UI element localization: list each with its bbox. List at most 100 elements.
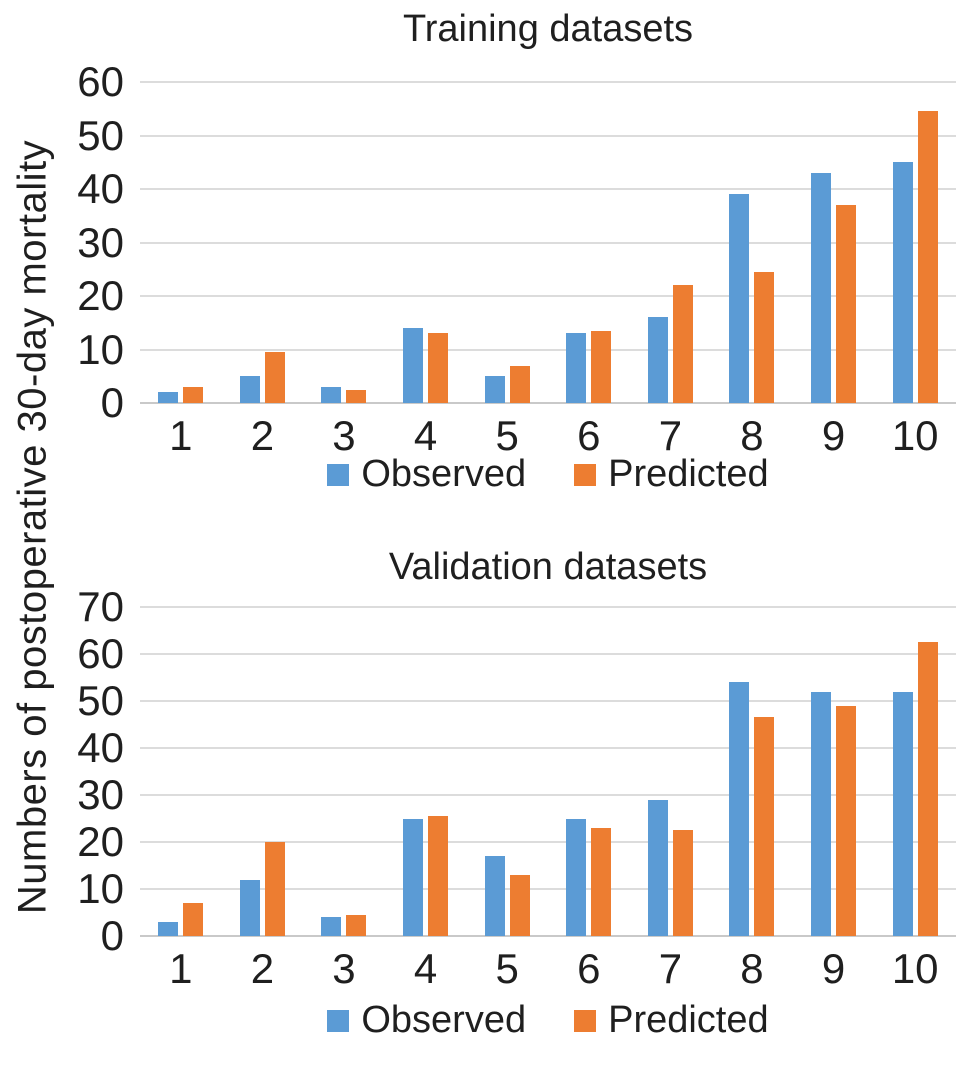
bar-observed <box>566 818 587 936</box>
bar-predicted <box>591 827 612 936</box>
bar-observed <box>892 162 913 403</box>
bar-predicted <box>754 271 775 403</box>
x-tick-label: 5 <box>495 945 519 992</box>
bar-group <box>711 82 793 403</box>
bar-group <box>466 607 548 936</box>
validation-chart-legend: Observed Predicted <box>140 998 956 1044</box>
y-tick-label: 0 <box>100 379 124 426</box>
training-chart-plot: 0 10 20 30 40 50 60 1 2 3 4 5 6 7 8 9 10 <box>77 61 956 457</box>
bar-observed <box>158 392 179 403</box>
bar-group <box>793 607 875 936</box>
bar-observed <box>403 328 424 403</box>
y-tick-label: 70 <box>77 583 124 630</box>
legend-label: Observed <box>361 999 527 1041</box>
gridline <box>140 134 956 137</box>
gridline <box>140 794 956 796</box>
x-tick-label: 4 <box>413 412 438 459</box>
y-axis-label: Numbers of postoperative 30-day mortalit… <box>10 139 55 915</box>
bar-group <box>874 82 956 403</box>
bar-group <box>140 82 222 403</box>
bar-predicted <box>346 389 367 403</box>
bar-group <box>303 607 385 936</box>
x-tick-label: 1 <box>169 412 193 459</box>
bar-predicted <box>672 285 693 403</box>
gridline <box>140 935 956 937</box>
bar-observed <box>403 818 424 936</box>
y-tick-label: 60 <box>77 58 124 105</box>
chart-title-training: Training datasets <box>402 8 694 50</box>
x-tick-label: 8 <box>740 412 764 459</box>
gridline <box>140 295 956 297</box>
gridline <box>140 841 956 843</box>
y-tick-label: 30 <box>77 218 124 266</box>
bar-predicted <box>428 816 449 936</box>
bar-observed <box>158 921 179 936</box>
x-tick-label: 9 <box>821 945 846 992</box>
bar-observed <box>321 386 342 403</box>
x-tick-label: 10 <box>891 945 939 992</box>
bar-group <box>466 82 548 403</box>
bar-group <box>222 607 304 936</box>
gridline <box>140 888 956 890</box>
gridline <box>140 402 956 404</box>
legend-item-predicted: Predicted <box>574 998 769 1044</box>
validation-chart-plot: 0 10 20 30 40 50 60 70 1 2 3 4 5 6 7 8 9 10 <box>77 586 956 990</box>
x-tick-label: 5 <box>495 412 519 459</box>
bar-group <box>711 607 793 936</box>
bar-predicted <box>428 333 449 403</box>
bar-predicted <box>509 874 530 936</box>
bar-predicted <box>264 352 285 403</box>
bar-predicted <box>917 642 938 936</box>
x-tick-label: 3 <box>332 945 356 992</box>
gridline <box>140 188 956 190</box>
legend-swatch-icon <box>574 463 597 486</box>
y-tick-label: 10 <box>77 325 124 373</box>
gridline <box>140 606 956 608</box>
x-tick-label: 1 <box>169 945 193 992</box>
gridline <box>140 348 956 351</box>
bar-group <box>630 607 712 936</box>
y-tick-label: 0 <box>100 912 124 959</box>
bar-observed <box>647 799 668 936</box>
x-tick-label: 9 <box>821 412 846 459</box>
bar-observed <box>239 376 260 403</box>
gridline <box>140 700 956 702</box>
y-tick-label: 10 <box>77 865 124 912</box>
bar-group <box>140 607 222 936</box>
bar-observed <box>811 172 832 403</box>
bar-predicted <box>591 330 612 403</box>
bar-group <box>222 82 304 403</box>
x-tick-label: 10 <box>891 412 939 459</box>
legend-item-predicted: Predicted <box>574 452 769 498</box>
x-tick-label: 2 <box>250 945 275 992</box>
bar-group <box>385 82 467 403</box>
bar-group <box>793 82 875 403</box>
bar-observed <box>321 917 342 936</box>
bar-group <box>548 82 630 403</box>
training-chart-legend: Observed Predicted <box>140 452 956 498</box>
bar-predicted <box>836 705 857 936</box>
legend-item-observed: Observed <box>327 452 526 498</box>
y-tick-label: 30 <box>77 771 124 818</box>
y-tick-label: 60 <box>77 630 124 677</box>
bar-predicted <box>917 111 938 403</box>
y-tick-label: 20 <box>77 818 124 865</box>
x-tick-label: 4 <box>413 945 438 992</box>
legend-item-observed: Observed <box>327 998 526 1044</box>
y-tick-label: 40 <box>77 724 124 771</box>
y-tick-label: 50 <box>77 111 124 159</box>
chart-title-validation: Validation datasets <box>388 546 708 588</box>
bar-predicted <box>836 205 857 403</box>
legend-label: Observed <box>361 453 527 495</box>
x-tick-label: 6 <box>577 945 601 992</box>
gridline <box>140 747 956 749</box>
x-tick-label: 7 <box>658 412 683 459</box>
x-tick-label: 7 <box>658 945 683 992</box>
bar-predicted <box>183 903 204 936</box>
y-tick-label: 40 <box>77 165 124 212</box>
bar-group <box>303 82 385 403</box>
bar-observed <box>729 682 750 936</box>
x-tick-label: 3 <box>332 412 356 459</box>
bar-group <box>630 82 712 403</box>
bar-predicted <box>509 365 530 403</box>
